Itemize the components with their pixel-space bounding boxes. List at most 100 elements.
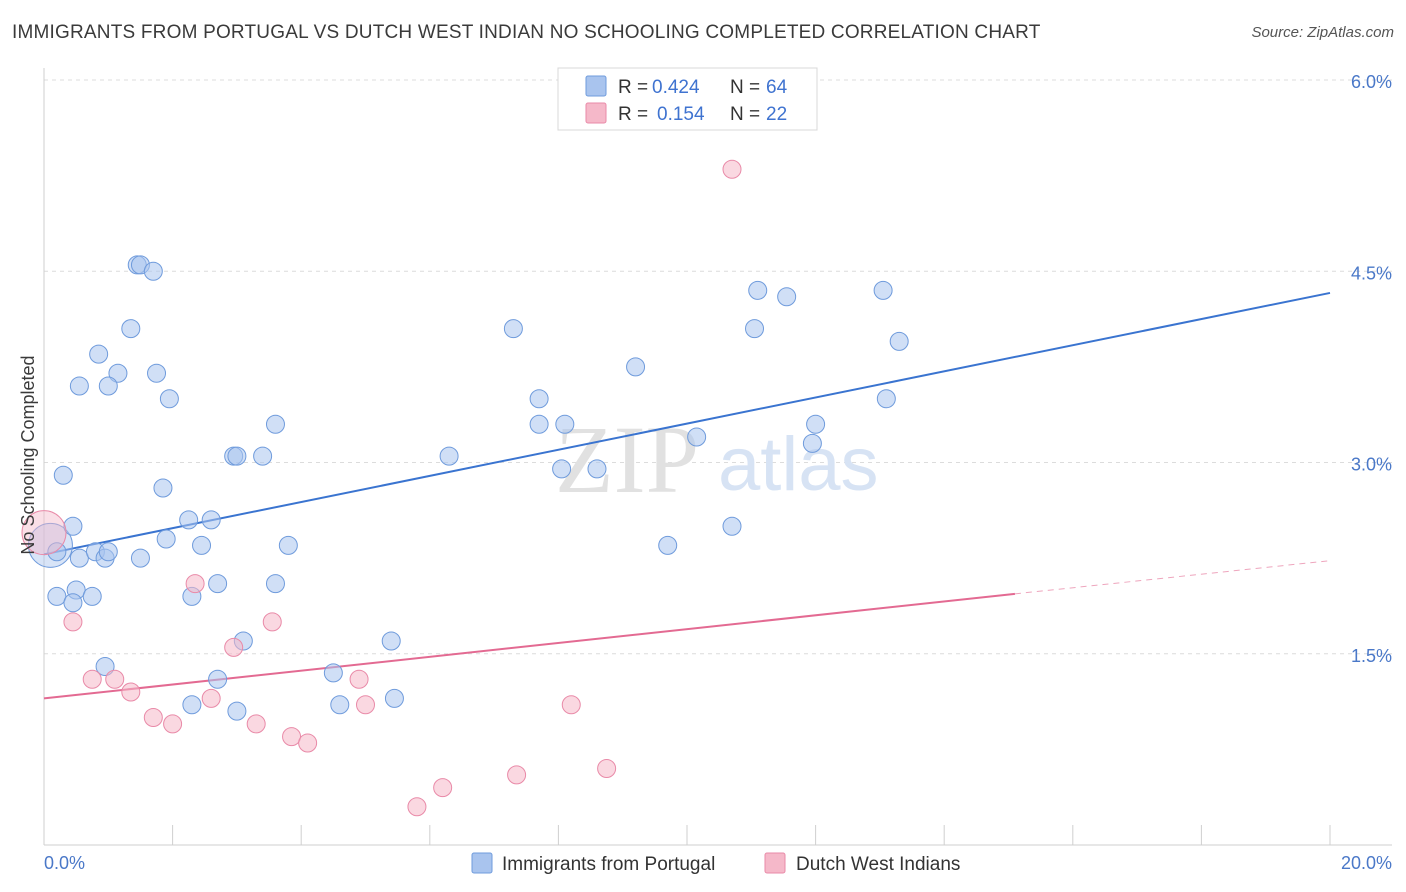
point-dutch-west-indian xyxy=(298,733,318,753)
legend-bottom-swatch-portugal xyxy=(471,852,493,874)
point-dutch-west-indian xyxy=(561,695,581,715)
legend-r-label: R = xyxy=(618,104,648,125)
point-portugal xyxy=(98,542,118,562)
point-dutch-west-indian xyxy=(105,669,125,689)
point-portugal xyxy=(552,459,572,479)
point-portugal xyxy=(192,535,212,555)
point-portugal xyxy=(98,376,118,396)
legend-bottom: Immigrants from Portugal Dutch West Indi… xyxy=(471,852,960,875)
grid-lines xyxy=(44,79,1392,655)
point-portugal xyxy=(889,331,909,351)
point-portugal xyxy=(121,319,141,339)
point-portugal xyxy=(876,389,896,409)
point-portugal xyxy=(208,574,228,594)
point-dutch-west-indian xyxy=(121,682,141,702)
point-portugal xyxy=(687,427,707,447)
chart-title: IMMIGRANTS FROM PORTUGAL VS DUTCH WEST I… xyxy=(12,22,1041,43)
legend-r-value: 0.154 xyxy=(657,104,705,125)
point-dutch-west-indian xyxy=(163,714,183,734)
watermark-atlas: atlas xyxy=(718,422,879,507)
point-dutch-west-indian xyxy=(201,688,221,708)
point-portugal xyxy=(201,510,221,530)
point-portugal xyxy=(153,478,173,498)
watermark: ZIP atlas xyxy=(555,406,879,513)
point-portugal xyxy=(108,363,128,383)
source-note: Source: ZipAtlas.com xyxy=(1251,24,1394,41)
point-portugal xyxy=(130,548,150,568)
trend-line-extension xyxy=(1014,560,1331,595)
point-portugal xyxy=(745,319,765,339)
point-portugal xyxy=(384,688,404,708)
point-portugal xyxy=(529,414,549,434)
x-tick-label-min: 0.0% xyxy=(44,853,85,873)
legend-swatch-portugal xyxy=(585,75,607,97)
point-portugal xyxy=(159,389,179,409)
point-portugal xyxy=(53,465,73,485)
legend-r-label: R = xyxy=(618,77,648,98)
point-dutch-west-indian xyxy=(507,765,527,785)
trend-line xyxy=(43,592,1016,700)
point-portugal xyxy=(323,663,343,683)
y-tick-labels: 1.5% 3.0% 4.5% 6.0% xyxy=(1351,72,1392,666)
point-dutch-west-indian xyxy=(82,669,102,689)
point-portugal xyxy=(182,695,202,715)
y-tick-label: 3.0% xyxy=(1351,455,1392,475)
point-portugal xyxy=(47,586,67,606)
point-portugal xyxy=(227,446,247,466)
point-dutch-west-indian xyxy=(21,510,67,556)
point-portugal xyxy=(63,516,83,536)
legend-n-value: 22 xyxy=(766,104,787,125)
watermark-zip: ZIP xyxy=(555,406,699,513)
point-portugal xyxy=(626,357,646,377)
point-portugal xyxy=(265,574,285,594)
x-tick-label-max: 20.0% xyxy=(1341,853,1392,873)
point-portugal xyxy=(330,695,350,715)
point-portugal xyxy=(503,319,523,339)
point-portugal xyxy=(873,280,893,300)
point-portugal xyxy=(95,657,115,676)
point-dutch-west-indian xyxy=(143,708,163,727)
legend-r-value: 0.424 xyxy=(652,77,700,98)
trend-line xyxy=(43,291,1331,556)
point-portugal xyxy=(722,516,742,536)
legend-swatch-dutch xyxy=(585,102,607,124)
point-dutch-west-indian xyxy=(246,714,266,734)
point-dutch-west-indian xyxy=(63,612,83,632)
point-portugal xyxy=(156,529,176,549)
point-dutch-west-indian xyxy=(407,797,427,817)
point-portugal xyxy=(89,344,109,364)
point-dutch-west-indian xyxy=(262,612,282,632)
point-portugal xyxy=(143,261,163,281)
y-tick-label: 6.0% xyxy=(1351,72,1392,92)
y-tick-label: 1.5% xyxy=(1351,646,1392,666)
trend-lines xyxy=(43,291,1331,700)
point-portugal xyxy=(69,376,89,396)
point-portugal xyxy=(555,414,575,434)
legend-top: R = 0.424 N = 64 R = 0.154 N = 22 xyxy=(557,67,818,131)
point-portugal xyxy=(147,363,167,383)
point-portugal xyxy=(63,593,83,613)
point-dutch-west-indian xyxy=(224,637,244,657)
legend-n-value: 64 xyxy=(766,77,788,98)
point-portugal xyxy=(802,433,822,453)
point-portugal xyxy=(748,280,768,300)
point-dutch-west-indian xyxy=(722,159,742,179)
point-portugal xyxy=(381,631,401,651)
point-portugal xyxy=(69,548,89,568)
point-portugal xyxy=(47,542,67,562)
legend-n-label: N = xyxy=(730,104,760,125)
y-tick-label: 4.5% xyxy=(1351,263,1392,283)
legend-bottom-swatch-dutch xyxy=(764,852,786,874)
point-portugal xyxy=(265,414,285,434)
axes xyxy=(43,68,1392,846)
point-dutch-west-indian xyxy=(349,669,369,689)
point-portugal xyxy=(777,287,797,307)
point-dutch-west-indian xyxy=(282,727,302,747)
point-portugal xyxy=(208,669,228,689)
y-axis-label: No Schooling Completed xyxy=(18,355,38,554)
legend-n-label: N = xyxy=(730,77,760,98)
point-portugal xyxy=(253,446,273,466)
point-portugal xyxy=(227,701,247,721)
point-dutch-west-indian xyxy=(597,759,617,778)
